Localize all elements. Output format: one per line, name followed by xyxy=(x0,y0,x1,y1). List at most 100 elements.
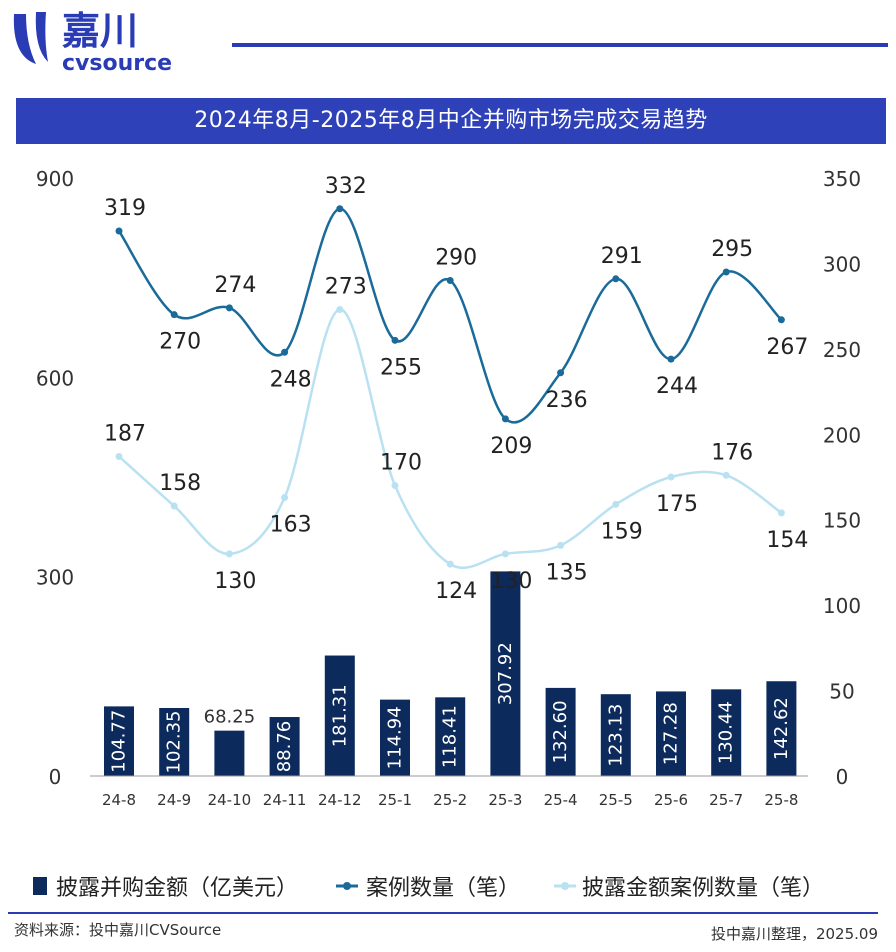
logo-name-en: cvsource xyxy=(62,51,172,76)
disclosed-cases-point xyxy=(336,306,344,314)
disclosed-cases-point xyxy=(115,452,123,460)
cases-data-label: 248 xyxy=(270,367,312,392)
disclosed-cases-point xyxy=(281,494,289,502)
y-left-tick-label: 600 xyxy=(36,366,74,390)
bar xyxy=(545,687,576,776)
bar-data-label: 88.76 xyxy=(274,721,295,773)
disclosed-cases-data-label: 175 xyxy=(656,492,698,517)
cases-data-label: 267 xyxy=(766,335,808,360)
cases-point xyxy=(667,355,675,363)
cases-point xyxy=(777,316,785,324)
logo-name-cn: 嘉川 xyxy=(62,9,138,53)
cases-point xyxy=(281,348,289,356)
y-left-tick-label: 900 xyxy=(36,167,74,191)
x-tick-label: 25-6 xyxy=(654,791,688,809)
bar-data-label: 132.60 xyxy=(550,700,571,763)
y-right-tick-label: 200 xyxy=(823,423,861,447)
cases-data-label: 270 xyxy=(159,330,201,355)
y-right-tick-label: 50 xyxy=(829,680,854,704)
bar xyxy=(159,707,190,776)
bar-data-label: 114.94 xyxy=(385,706,406,769)
legend-label-disclosed: 披露金额案例数量（笔） xyxy=(582,876,824,901)
disclosed-cases-point xyxy=(667,473,675,481)
cases-data-label: 209 xyxy=(490,434,532,459)
bar xyxy=(490,571,521,776)
legend-label-amount: 披露并购金额（亿美元） xyxy=(56,876,298,901)
cases-point xyxy=(722,268,730,276)
disclosed-cases-point xyxy=(501,550,509,558)
x-tick-label: 24-9 xyxy=(157,791,191,809)
bar xyxy=(324,655,355,776)
disclosed-cases-data-label: 130 xyxy=(214,569,256,594)
y-right-tick-label: 0 xyxy=(836,765,849,789)
cases-point xyxy=(391,336,399,344)
bar-data-label: 142.62 xyxy=(771,697,792,760)
disclosed-cases-point xyxy=(557,541,565,549)
disclosed-cases-data-label: 154 xyxy=(766,528,808,553)
y-left-tick-label: 300 xyxy=(36,566,74,590)
footer-rule xyxy=(8,912,878,914)
cases-point xyxy=(225,304,233,312)
y-left-tick-label: 0 xyxy=(49,765,62,789)
cases-data-label: 291 xyxy=(601,244,643,269)
bar xyxy=(435,697,466,776)
footer-source: 资料来源：投中嘉川CVSource xyxy=(14,921,222,939)
x-tick-label: 25-2 xyxy=(433,791,467,809)
bar-data-label: 307.92 xyxy=(495,642,516,705)
cases-data-label: 274 xyxy=(214,273,256,298)
cases-data-label: 332 xyxy=(325,174,367,199)
cases-point xyxy=(336,205,344,213)
bar-data-label: 118.41 xyxy=(440,705,461,768)
x-tick-label: 25-5 xyxy=(599,791,633,809)
cases-point xyxy=(170,311,178,319)
disclosed-cases-point xyxy=(722,471,730,479)
cases-data-label: 319 xyxy=(104,196,146,221)
footer-credit: 投中嘉川整理，2025.09 xyxy=(710,925,878,943)
cases-data-label: 295 xyxy=(711,237,753,262)
x-tick-label: 25-1 xyxy=(378,791,412,809)
legend-disclosed-dot xyxy=(561,882,569,890)
disclosed-cases-data-label: 170 xyxy=(380,451,422,476)
bar-data-label: 181.31 xyxy=(329,684,350,747)
bar-data-label: 68.25 xyxy=(204,707,256,728)
disclosed-cases-point xyxy=(170,502,178,510)
x-tick-label: 24-12 xyxy=(318,791,362,809)
bar xyxy=(711,689,742,776)
y-right-tick-label: 300 xyxy=(823,252,861,276)
x-tick-label: 24-8 xyxy=(102,791,136,809)
bar-data-label: 127.28 xyxy=(661,702,682,765)
legend-cases-dot xyxy=(343,882,351,890)
bar-data-label: 102.35 xyxy=(164,711,185,774)
disclosed-cases-data-label: 176 xyxy=(711,440,753,465)
bar-data-label: 130.44 xyxy=(716,701,737,764)
bar xyxy=(656,691,686,776)
chart-title: 2024年8月-2025年8月中企并购市场完成交易趋势 xyxy=(16,98,886,144)
disclosed-cases-data-label: 273 xyxy=(325,275,367,300)
disclosed-cases-data-label: 187 xyxy=(104,421,146,446)
y-right-tick-label: 150 xyxy=(823,509,861,533)
disclosed-cases-data-label: 158 xyxy=(159,471,201,496)
y-right-tick-label: 100 xyxy=(823,594,861,618)
disclosed-cases-line xyxy=(118,308,783,570)
cases-data-label: 244 xyxy=(656,374,698,399)
cases-point xyxy=(115,227,123,235)
x-tick-label: 24-11 xyxy=(263,791,307,809)
x-tick-label: 24-10 xyxy=(208,791,252,809)
disclosed-cases-point xyxy=(612,500,620,508)
cases-point xyxy=(612,275,620,283)
bar xyxy=(214,730,245,776)
bar xyxy=(766,681,797,776)
x-tick-label: 25-4 xyxy=(544,791,578,809)
bar-data-label: 104.77 xyxy=(109,710,130,773)
cases-data-label: 290 xyxy=(435,246,477,271)
disclosed-cases-data-label: 163 xyxy=(270,513,312,538)
x-tick-label: 25-8 xyxy=(764,791,798,809)
legend-bar-swatch xyxy=(33,877,47,895)
x-tick-label: 25-3 xyxy=(488,791,522,809)
cases-point xyxy=(501,415,509,423)
disclosed-cases-data-label: 124 xyxy=(435,579,477,604)
bar xyxy=(600,694,631,776)
cases-point xyxy=(446,277,454,285)
cvsource-logo: 嘉川 cvsource xyxy=(13,9,172,76)
